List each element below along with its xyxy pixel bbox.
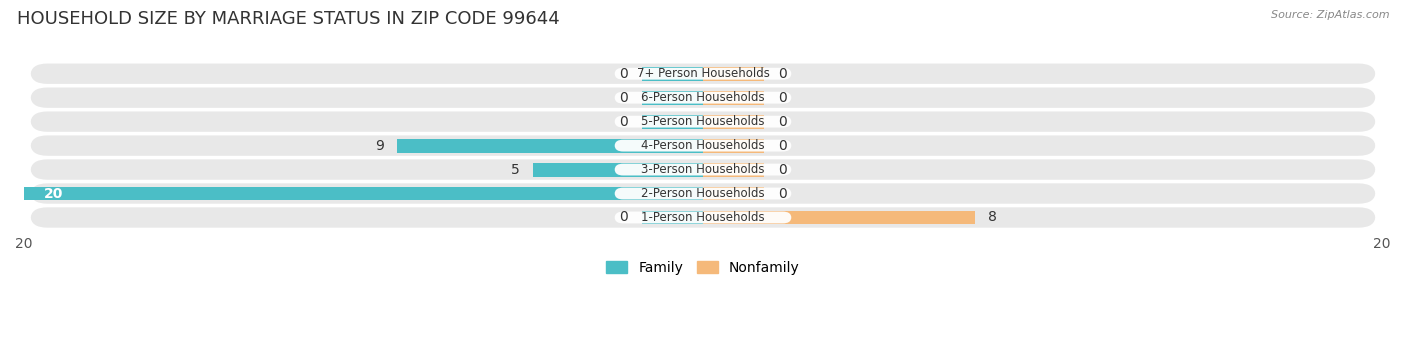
FancyBboxPatch shape <box>31 183 1375 204</box>
Bar <box>643 115 703 129</box>
Text: 1-Person Households: 1-Person Households <box>641 211 765 224</box>
FancyBboxPatch shape <box>614 116 792 128</box>
Text: 5: 5 <box>510 163 520 177</box>
Text: 4-Person Households: 4-Person Households <box>641 139 765 152</box>
Bar <box>703 210 974 224</box>
FancyBboxPatch shape <box>31 135 1375 156</box>
FancyBboxPatch shape <box>614 164 792 176</box>
Text: 0: 0 <box>778 187 786 201</box>
FancyBboxPatch shape <box>31 112 1375 132</box>
Text: 20: 20 <box>44 187 63 201</box>
FancyBboxPatch shape <box>614 140 792 151</box>
Text: 0: 0 <box>778 163 786 177</box>
FancyBboxPatch shape <box>614 68 792 79</box>
Text: 0: 0 <box>620 67 628 81</box>
Text: 5-Person Households: 5-Person Households <box>641 115 765 128</box>
Text: HOUSEHOLD SIZE BY MARRIAGE STATUS IN ZIP CODE 99644: HOUSEHOLD SIZE BY MARRIAGE STATUS IN ZIP… <box>17 10 560 28</box>
Text: 0: 0 <box>778 115 786 129</box>
FancyBboxPatch shape <box>31 159 1375 180</box>
FancyBboxPatch shape <box>614 92 792 104</box>
Text: 9: 9 <box>375 138 384 153</box>
FancyBboxPatch shape <box>31 88 1375 108</box>
FancyBboxPatch shape <box>614 188 792 199</box>
Bar <box>643 67 703 81</box>
Legend: Family, Nonfamily: Family, Nonfamily <box>600 255 806 280</box>
Text: Source: ZipAtlas.com: Source: ZipAtlas.com <box>1271 10 1389 20</box>
Text: 7+ Person Households: 7+ Person Households <box>637 67 769 80</box>
FancyBboxPatch shape <box>31 63 1375 84</box>
Text: 0: 0 <box>778 91 786 105</box>
Bar <box>398 139 703 152</box>
FancyBboxPatch shape <box>614 211 792 223</box>
Text: 0: 0 <box>620 115 628 129</box>
Text: 0: 0 <box>778 138 786 153</box>
Text: 6-Person Households: 6-Person Households <box>641 91 765 104</box>
Text: 0: 0 <box>620 91 628 105</box>
Bar <box>703 139 763 152</box>
Bar <box>533 163 703 177</box>
Bar <box>643 210 703 224</box>
Bar <box>703 163 763 177</box>
Text: 3-Person Households: 3-Person Households <box>641 163 765 176</box>
Text: 0: 0 <box>778 67 786 81</box>
FancyBboxPatch shape <box>31 207 1375 228</box>
Text: 8: 8 <box>988 210 997 224</box>
Bar <box>703 187 763 201</box>
Text: 0: 0 <box>620 210 628 224</box>
Bar <box>643 91 703 105</box>
Bar <box>703 91 763 105</box>
Text: 2-Person Households: 2-Person Households <box>641 187 765 200</box>
Bar <box>24 187 703 201</box>
Bar <box>703 115 763 129</box>
Bar <box>703 67 763 81</box>
